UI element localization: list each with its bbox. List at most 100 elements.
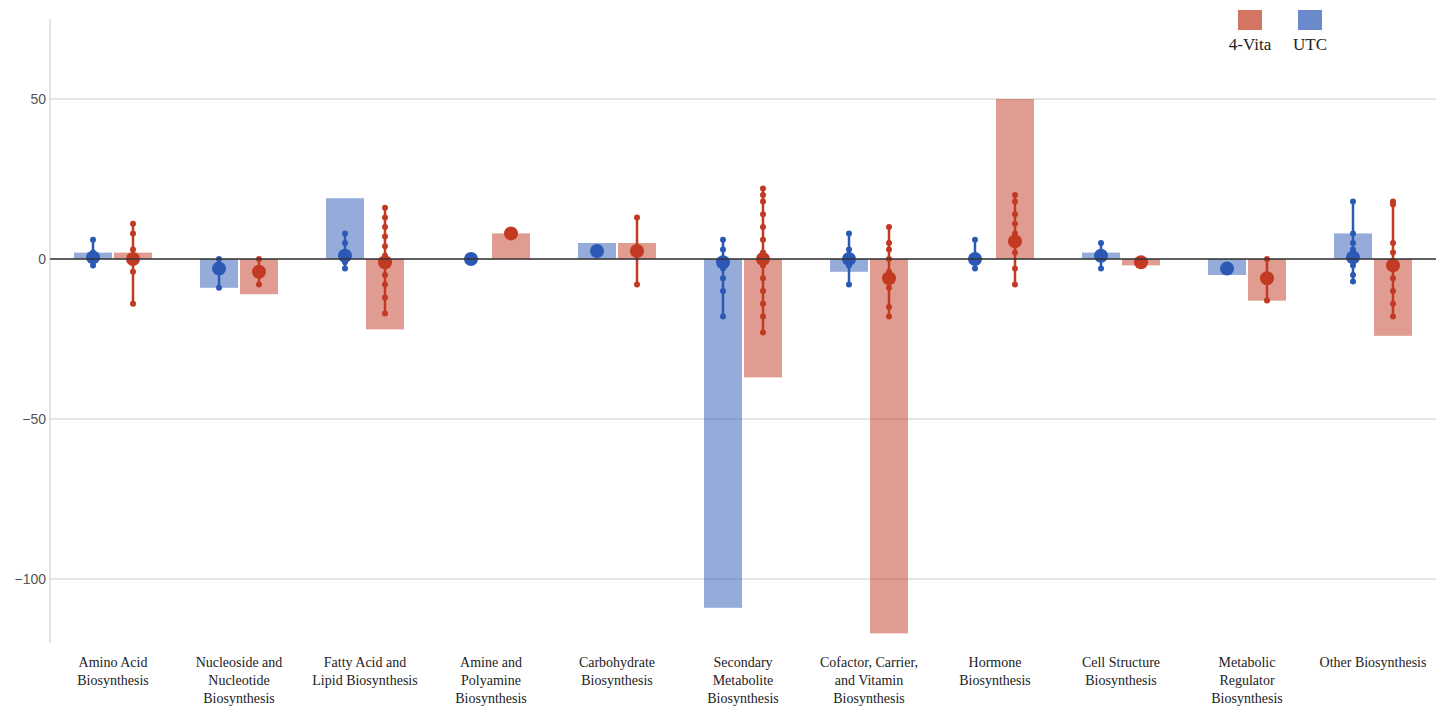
y-tick-label: −50: [22, 411, 46, 427]
mean-dot: [1008, 234, 1022, 248]
mean-dot: [252, 265, 266, 279]
mean-dot: [1134, 255, 1148, 269]
bar: [1208, 259, 1246, 275]
legend-label: 4-Vita: [1229, 35, 1272, 54]
point: [760, 275, 766, 281]
point: [1350, 230, 1356, 236]
point: [760, 301, 766, 307]
point: [1390, 240, 1396, 246]
bar: [240, 259, 278, 294]
point: [1350, 198, 1356, 204]
point: [382, 234, 388, 240]
point: [720, 246, 726, 252]
point: [1012, 266, 1018, 272]
point: [130, 230, 136, 236]
mean-dot: [630, 244, 644, 258]
legend-label: UTC: [1293, 35, 1327, 54]
zero-line: [50, 258, 1436, 260]
point: [760, 224, 766, 230]
point: [1012, 192, 1018, 198]
x-tick-label: Fatty Acid andLipid Biosynthesis: [312, 655, 417, 688]
point: [846, 282, 852, 288]
point: [342, 230, 348, 236]
point: [720, 288, 726, 294]
point: [1098, 240, 1104, 246]
mean-dot: [1220, 262, 1234, 276]
point: [130, 246, 136, 252]
bar: [744, 259, 782, 377]
point: [760, 198, 766, 204]
bar: [618, 243, 656, 259]
point: [886, 240, 892, 246]
point: [216, 285, 222, 291]
x-tick-label: Amine andPolyamineBiosynthesis: [455, 655, 527, 706]
point: [760, 330, 766, 336]
point: [760, 237, 766, 243]
x-tick-label: Nucleoside andNucleotideBiosynthesis: [196, 655, 283, 706]
x-tick-label: SecondaryMetaboliteBiosynthesis: [707, 655, 779, 706]
point: [342, 240, 348, 246]
point: [720, 237, 726, 243]
point: [1350, 272, 1356, 278]
mean-dot: [590, 244, 604, 258]
mean-dot: [1094, 249, 1108, 263]
mean-dot: [1260, 271, 1274, 285]
bar: [200, 259, 238, 288]
point: [1350, 278, 1356, 284]
chart: −100−50050Amino AcidBiosynthesisNucleosi…: [0, 0, 1454, 713]
y-tick-label: 50: [30, 91, 46, 107]
point: [760, 211, 766, 217]
mean-dot: [1346, 250, 1360, 264]
point: [1012, 198, 1018, 204]
point: [1390, 314, 1396, 320]
point: [382, 243, 388, 249]
x-tick-label: Other Biosynthesis: [1320, 655, 1427, 670]
point: [1350, 240, 1356, 246]
bar: [1248, 259, 1286, 301]
mean-dot: [86, 250, 100, 264]
point: [1390, 198, 1396, 204]
bar: [870, 259, 908, 633]
y-axis-line: [50, 19, 51, 643]
point: [1390, 275, 1396, 281]
mean-dot: [338, 249, 352, 263]
point: [1390, 301, 1396, 307]
point: [1264, 298, 1270, 304]
grid-line: [50, 99, 1436, 100]
mean-dot: [504, 226, 518, 240]
y-tick-label: −100: [14, 571, 46, 587]
point: [634, 214, 640, 220]
point: [760, 186, 766, 192]
point: [1098, 266, 1104, 272]
grid-line: [50, 259, 1436, 260]
point: [886, 246, 892, 252]
point: [760, 288, 766, 294]
point: [846, 246, 852, 252]
point: [382, 214, 388, 220]
point: [382, 224, 388, 230]
point: [972, 266, 978, 272]
point: [256, 282, 262, 288]
plot-area: [74, 99, 1412, 633]
point: [720, 314, 726, 320]
point: [382, 294, 388, 300]
point: [130, 221, 136, 227]
point: [382, 282, 388, 288]
point: [972, 237, 978, 243]
bar: [578, 243, 616, 259]
point: [634, 282, 640, 288]
x-tick-label: CarbohydrateBiosynthesis: [579, 655, 655, 688]
point: [760, 192, 766, 198]
grid-line: [50, 419, 1436, 420]
point: [886, 285, 892, 291]
point: [382, 310, 388, 316]
point: [886, 304, 892, 310]
x-tick-label: MetabolicRegulatorBiosynthesis: [1211, 655, 1283, 706]
point: [382, 272, 388, 278]
point: [1012, 211, 1018, 217]
x-tick-label: HormoneBiosynthesis: [959, 655, 1031, 688]
mean-dot: [212, 262, 226, 276]
mean-dot: [716, 255, 730, 269]
point: [90, 237, 96, 243]
point: [1390, 288, 1396, 294]
